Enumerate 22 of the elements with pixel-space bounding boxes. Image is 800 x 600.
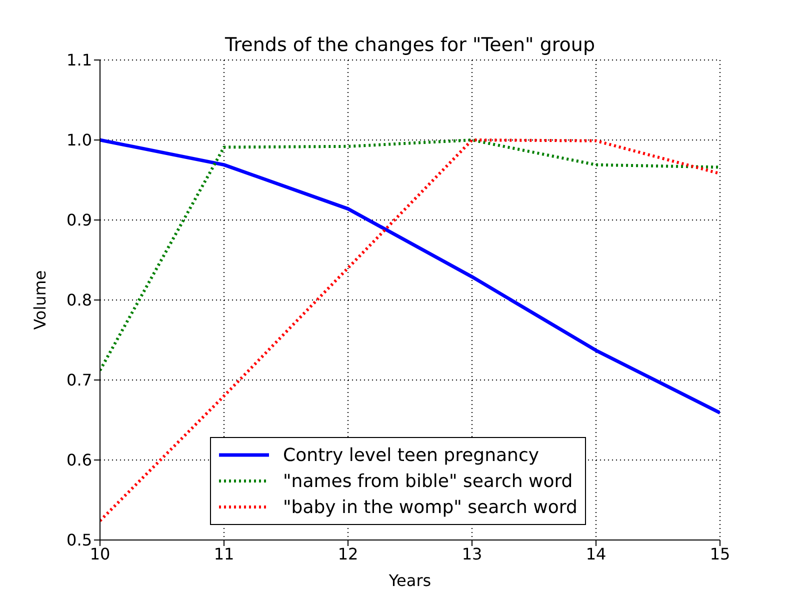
legend-label: "names from bible" search word <box>283 470 573 492</box>
y-tick-label: 1.0 <box>66 130 92 150</box>
x-tick-label: 12 <box>338 544 358 564</box>
x-axis-title: Years <box>388 571 432 590</box>
x-tick-label: 14 <box>586 544 606 564</box>
line-series <box>100 138 720 415</box>
y-tick-label: 0.5 <box>66 530 92 550</box>
y-tick-label: 0.8 <box>66 290 92 310</box>
x-tick-label: 11 <box>214 544 234 564</box>
legend-label: "baby in the womp" search word <box>283 496 578 518</box>
y-tick-label: 1.1 <box>66 50 92 70</box>
y-tick-label: 0.7 <box>66 370 92 390</box>
line-series <box>100 138 720 522</box>
x-tick-label: 13 <box>462 544 482 564</box>
line-series <box>100 138 720 372</box>
x-tick-label: 15 <box>710 544 730 564</box>
legend-label: Contry level teen pregnancy <box>283 444 540 466</box>
chart-title: Trends of the changes for "Teen" group <box>224 34 596 56</box>
x-tick-label: 10 <box>90 544 110 564</box>
y-axis-title: Volume <box>30 270 50 330</box>
y-tick-label: 0.6 <box>66 450 92 470</box>
y-tick-label: 0.9 <box>66 210 92 230</box>
